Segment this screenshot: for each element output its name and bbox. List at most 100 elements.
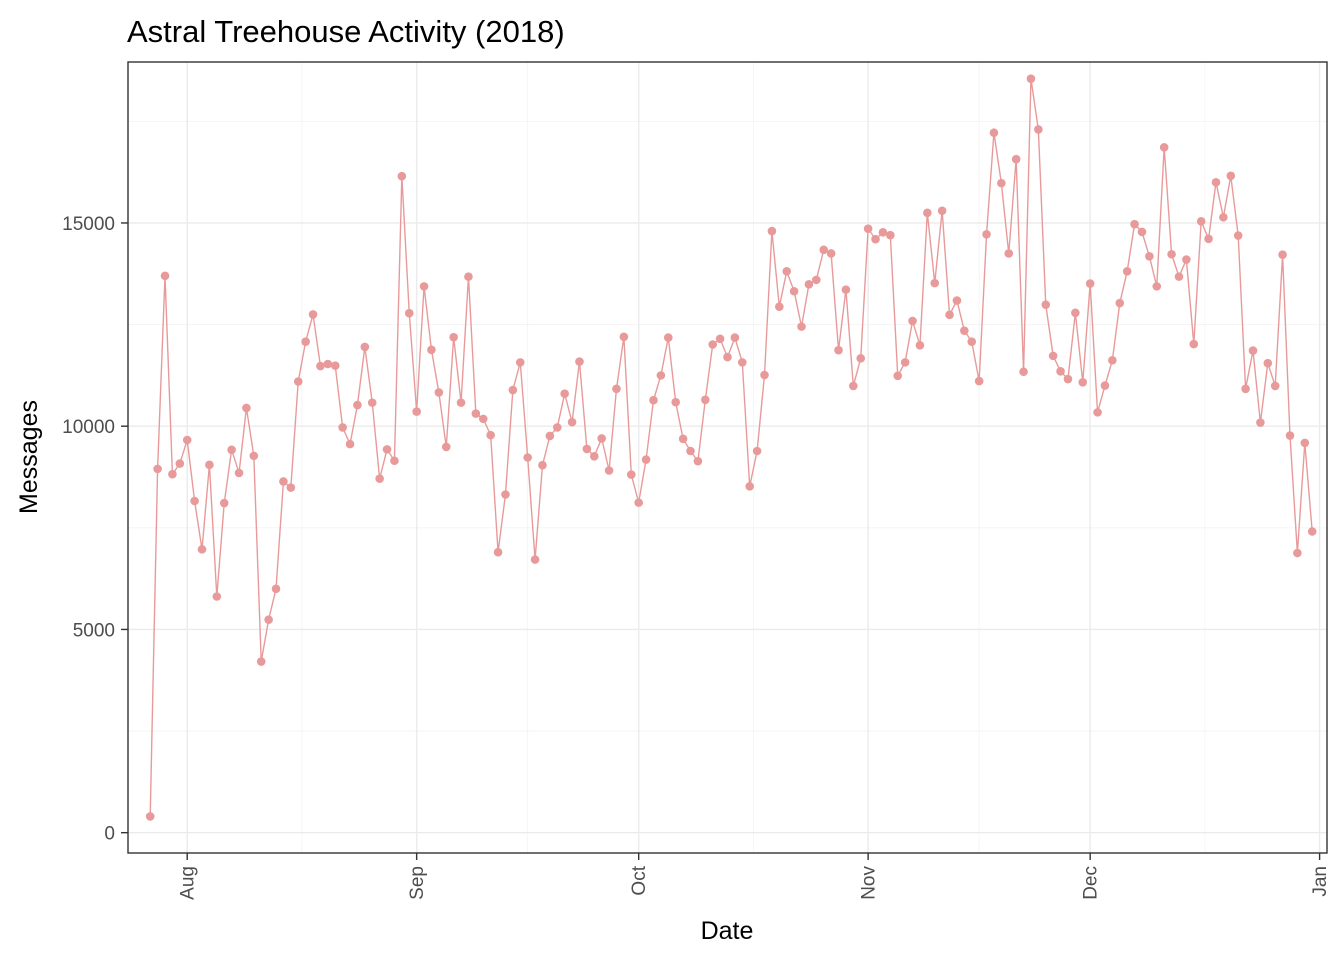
data-point (153, 464, 162, 474)
data-point (353, 400, 362, 410)
data-point (271, 584, 281, 594)
data-point (619, 332, 629, 342)
data-point (1078, 378, 1088, 387)
data-point (234, 468, 244, 478)
data-point (723, 352, 732, 362)
data-point (427, 345, 436, 355)
data-point (1270, 381, 1280, 391)
data-point (708, 340, 717, 349)
x-tick-label: Jan (1310, 866, 1331, 897)
data-point (279, 477, 288, 486)
data-point (1307, 527, 1317, 536)
data-point (330, 361, 340, 370)
y-tick-label: 15000 (62, 214, 115, 235)
data-point (930, 278, 940, 288)
data-point (1085, 279, 1095, 288)
data-point (863, 224, 873, 233)
data-point (1219, 212, 1228, 222)
data-point (256, 657, 266, 666)
data-point (1115, 298, 1125, 308)
data-point (597, 434, 606, 443)
data-point (530, 555, 540, 564)
data-point (486, 430, 495, 440)
data-point (604, 466, 614, 475)
data-point (641, 455, 651, 464)
data-point (219, 498, 229, 508)
x-tick-label: Oct (629, 865, 650, 895)
data-point (375, 474, 384, 483)
data-point (168, 469, 177, 479)
data-point (730, 333, 740, 342)
data-point (634, 498, 643, 507)
x-tick-label: Nov (859, 866, 880, 900)
data-point (419, 282, 429, 291)
panel-background (128, 62, 1327, 853)
data-point (797, 322, 806, 331)
data-point (849, 381, 858, 391)
data-point (316, 361, 325, 371)
data-point (434, 388, 444, 397)
data-point (1226, 171, 1236, 181)
data-point (671, 397, 680, 407)
data-point (182, 435, 192, 445)
x-tick-label: Dec (1081, 866, 1102, 900)
data-point (360, 342, 370, 352)
data-point (997, 178, 1006, 188)
data-point (501, 490, 510, 499)
data-point (1137, 227, 1147, 237)
data-point (1233, 231, 1243, 240)
data-point (190, 496, 199, 506)
data-point (782, 267, 792, 276)
data-point (1241, 384, 1250, 394)
data-point (967, 337, 977, 346)
data-point (767, 226, 777, 236)
data-point (1263, 358, 1273, 368)
series-messages (145, 74, 1317, 821)
data-point (412, 407, 421, 416)
data-point (441, 442, 451, 452)
data-point (464, 272, 473, 281)
data-point (1285, 431, 1295, 440)
data-point (1189, 339, 1199, 349)
data-point (626, 470, 636, 479)
data-point (1293, 548, 1302, 558)
data-point (893, 371, 903, 381)
data-point (589, 451, 599, 461)
data-point (545, 431, 555, 441)
data-point (323, 359, 333, 369)
data-point (1100, 381, 1110, 390)
data-point (1159, 143, 1169, 152)
data-point (900, 358, 910, 367)
data-point (1122, 267, 1132, 276)
data-point (175, 459, 185, 468)
data-point (738, 358, 747, 367)
data-point (945, 310, 954, 320)
data-point (264, 615, 273, 624)
x-axis: Aug Sep Oct Nov Dec Jan (178, 853, 1331, 900)
data-point (382, 445, 392, 454)
y-tick-label: 10000 (62, 417, 115, 438)
data-point (1167, 249, 1176, 259)
x-tick-label: Aug (178, 866, 199, 900)
data-point (760, 370, 769, 380)
data-point (1093, 408, 1102, 417)
x-axis-title: Date (701, 917, 754, 945)
data-point (1174, 272, 1184, 281)
data-point (1004, 249, 1014, 258)
data-point (612, 384, 621, 394)
data-point (982, 230, 991, 239)
data-point (456, 398, 466, 407)
data-point (301, 337, 310, 346)
data-point (1145, 251, 1154, 261)
data-point (841, 285, 851, 294)
data-point (989, 128, 999, 138)
data-point (886, 230, 895, 240)
data-point (249, 451, 259, 461)
data-point (878, 228, 888, 237)
data-point (1071, 308, 1080, 318)
data-point (560, 389, 569, 398)
data-point (908, 316, 917, 326)
data-point (308, 310, 318, 319)
